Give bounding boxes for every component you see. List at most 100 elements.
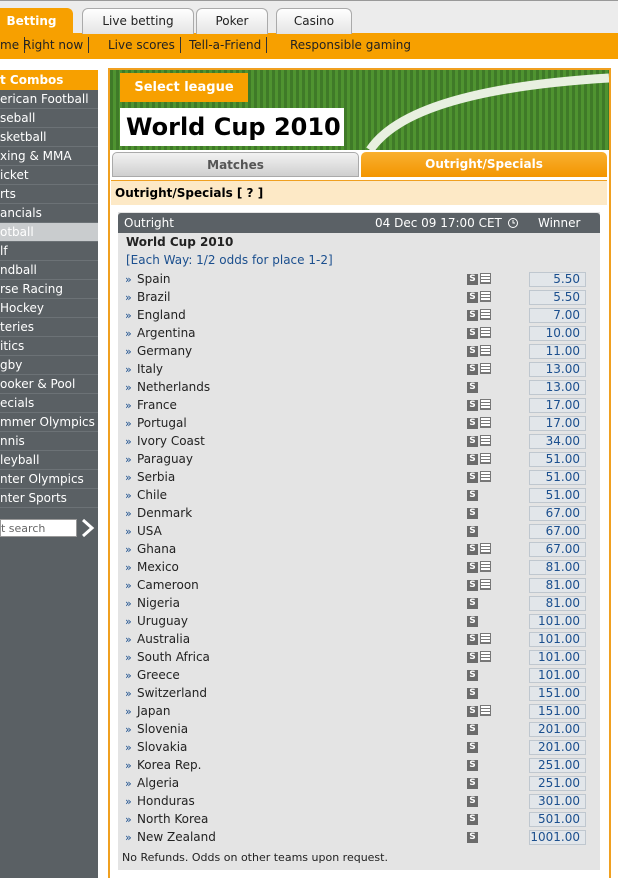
list-icon[interactable] [480, 327, 491, 338]
team-name[interactable]: Italy [137, 362, 164, 376]
team-name[interactable]: Honduras [137, 794, 195, 808]
sidebar-item[interactable]: gby [0, 356, 98, 375]
list-icon[interactable] [480, 435, 491, 446]
sidebar-item[interactable]: ndball [0, 261, 98, 280]
odds-button[interactable]: 251.00 [529, 758, 586, 773]
team-name[interactable]: Korea Rep. [137, 758, 202, 772]
sidebar-item[interactable]: xing & MMA [0, 147, 98, 166]
sidebar-item[interactable]: erican Football [0, 90, 98, 109]
list-icon[interactable] [480, 561, 491, 572]
stats-icon[interactable]: S [467, 742, 478, 753]
team-name[interactable]: Brazil [137, 290, 171, 304]
team-name[interactable]: USA [137, 524, 162, 538]
search-button[interactable] [79, 518, 97, 538]
team-name[interactable]: Cameroon [137, 578, 199, 592]
odds-button[interactable]: 301.00 [529, 794, 586, 809]
odds-button[interactable]: 51.00 [529, 470, 586, 485]
odds-button[interactable]: 5.50 [529, 272, 586, 287]
odds-button[interactable]: 7.00 [529, 308, 586, 323]
sidebar-item[interactable]: rse Racing [0, 280, 98, 299]
team-name[interactable]: Germany [137, 344, 193, 358]
odds-button[interactable]: 501.00 [529, 812, 586, 827]
odds-button[interactable]: 201.00 [529, 722, 586, 737]
odds-button[interactable]: 251.00 [529, 776, 586, 791]
sidebar-item[interactable]: lf [0, 242, 98, 261]
stats-icon[interactable]: S [467, 634, 478, 645]
list-icon[interactable] [480, 345, 491, 356]
team-name[interactable]: Portugal [137, 416, 187, 430]
team-name[interactable]: Slovenia [137, 722, 189, 736]
stats-icon[interactable]: S [467, 400, 478, 411]
sidebar-item[interactable]: nter Sports [0, 489, 98, 508]
team-name[interactable]: Chile [137, 488, 168, 502]
top-tab[interactable]: Betting [0, 8, 73, 34]
list-icon[interactable] [480, 651, 491, 662]
stats-icon[interactable]: S [467, 796, 478, 807]
nav-link[interactable]: Tell-a-Friend [189, 37, 268, 53]
stats-icon[interactable]: S [467, 670, 478, 681]
sidebar-item[interactable]: ooker & Pool [0, 375, 98, 394]
odds-button[interactable]: 5.50 [529, 290, 586, 305]
sidebar-item[interactable]: rts [0, 185, 98, 204]
team-name[interactable]: Denmark [137, 506, 193, 520]
odds-button[interactable]: 81.00 [529, 560, 586, 575]
stats-icon[interactable]: S [467, 598, 478, 609]
odds-button[interactable]: 13.00 [529, 362, 586, 377]
team-name[interactable]: North Korea [137, 812, 209, 826]
list-icon[interactable] [480, 471, 491, 482]
team-name[interactable]: Switzerland [137, 686, 207, 700]
team-name[interactable]: New Zealand [137, 830, 216, 844]
league-tab[interactable]: Outright/Specials [361, 152, 607, 177]
odds-button[interactable]: 151.00 [529, 704, 586, 719]
stats-icon[interactable]: S [467, 778, 478, 789]
odds-button[interactable]: 101.00 [529, 632, 586, 647]
list-icon[interactable] [480, 399, 491, 410]
stats-icon[interactable]: S [467, 760, 478, 771]
sidebar-item[interactable]: ecials [0, 394, 98, 413]
odds-button[interactable]: 67.00 [529, 524, 586, 539]
stats-icon[interactable]: S [467, 382, 478, 393]
stats-icon[interactable]: S [467, 526, 478, 537]
odds-button[interactable]: 101.00 [529, 614, 586, 629]
select-league-button[interactable]: Select league [120, 73, 248, 102]
team-name[interactable]: France [137, 398, 177, 412]
stats-icon[interactable]: S [467, 472, 478, 483]
list-icon[interactable] [480, 633, 491, 644]
top-tab[interactable]: Casino [276, 8, 352, 34]
stats-icon[interactable]: S [467, 562, 478, 573]
stats-icon[interactable]: S [467, 724, 478, 735]
league-tab[interactable]: Matches [112, 152, 359, 177]
sidebar-item[interactable]: Hockey [0, 299, 98, 318]
stats-icon[interactable]: S [467, 544, 478, 555]
sidebar-item[interactable]: seball [0, 109, 98, 128]
team-name[interactable]: Nigeria [137, 596, 180, 610]
sidebar-item[interactable]: ancials [0, 204, 98, 223]
odds-button[interactable]: 67.00 [529, 542, 586, 557]
team-name[interactable]: Japan [137, 704, 171, 718]
stats-icon[interactable]: S [467, 346, 478, 357]
odds-button[interactable]: 17.00 [529, 416, 586, 431]
team-name[interactable]: Uruguay [137, 614, 188, 628]
team-name[interactable]: Algeria [137, 776, 180, 790]
sidebar-item[interactable]: mmer Olympics [0, 413, 98, 432]
stats-icon[interactable]: S [467, 490, 478, 501]
stats-icon[interactable]: S [467, 706, 478, 717]
stats-icon[interactable]: S [467, 814, 478, 825]
stats-icon[interactable]: S [467, 364, 478, 375]
team-name[interactable]: Paraguay [137, 452, 194, 466]
team-name[interactable]: Argentina [137, 326, 196, 340]
stats-icon[interactable]: S [467, 652, 478, 663]
odds-button[interactable]: 101.00 [529, 650, 586, 665]
stats-icon[interactable]: S [467, 832, 478, 843]
list-icon[interactable] [480, 453, 491, 464]
team-name[interactable]: Netherlands [137, 380, 211, 394]
stats-icon[interactable]: S [467, 508, 478, 519]
odds-button[interactable]: 34.00 [529, 434, 586, 449]
odds-button[interactable]: 11.00 [529, 344, 586, 359]
stats-icon[interactable]: S [467, 436, 478, 447]
sidebar-item[interactable]: otball [0, 223, 98, 242]
team-name[interactable]: Serbia [137, 470, 176, 484]
odds-button[interactable]: 201.00 [529, 740, 586, 755]
list-icon[interactable] [480, 543, 491, 554]
team-name[interactable]: England [137, 308, 186, 322]
